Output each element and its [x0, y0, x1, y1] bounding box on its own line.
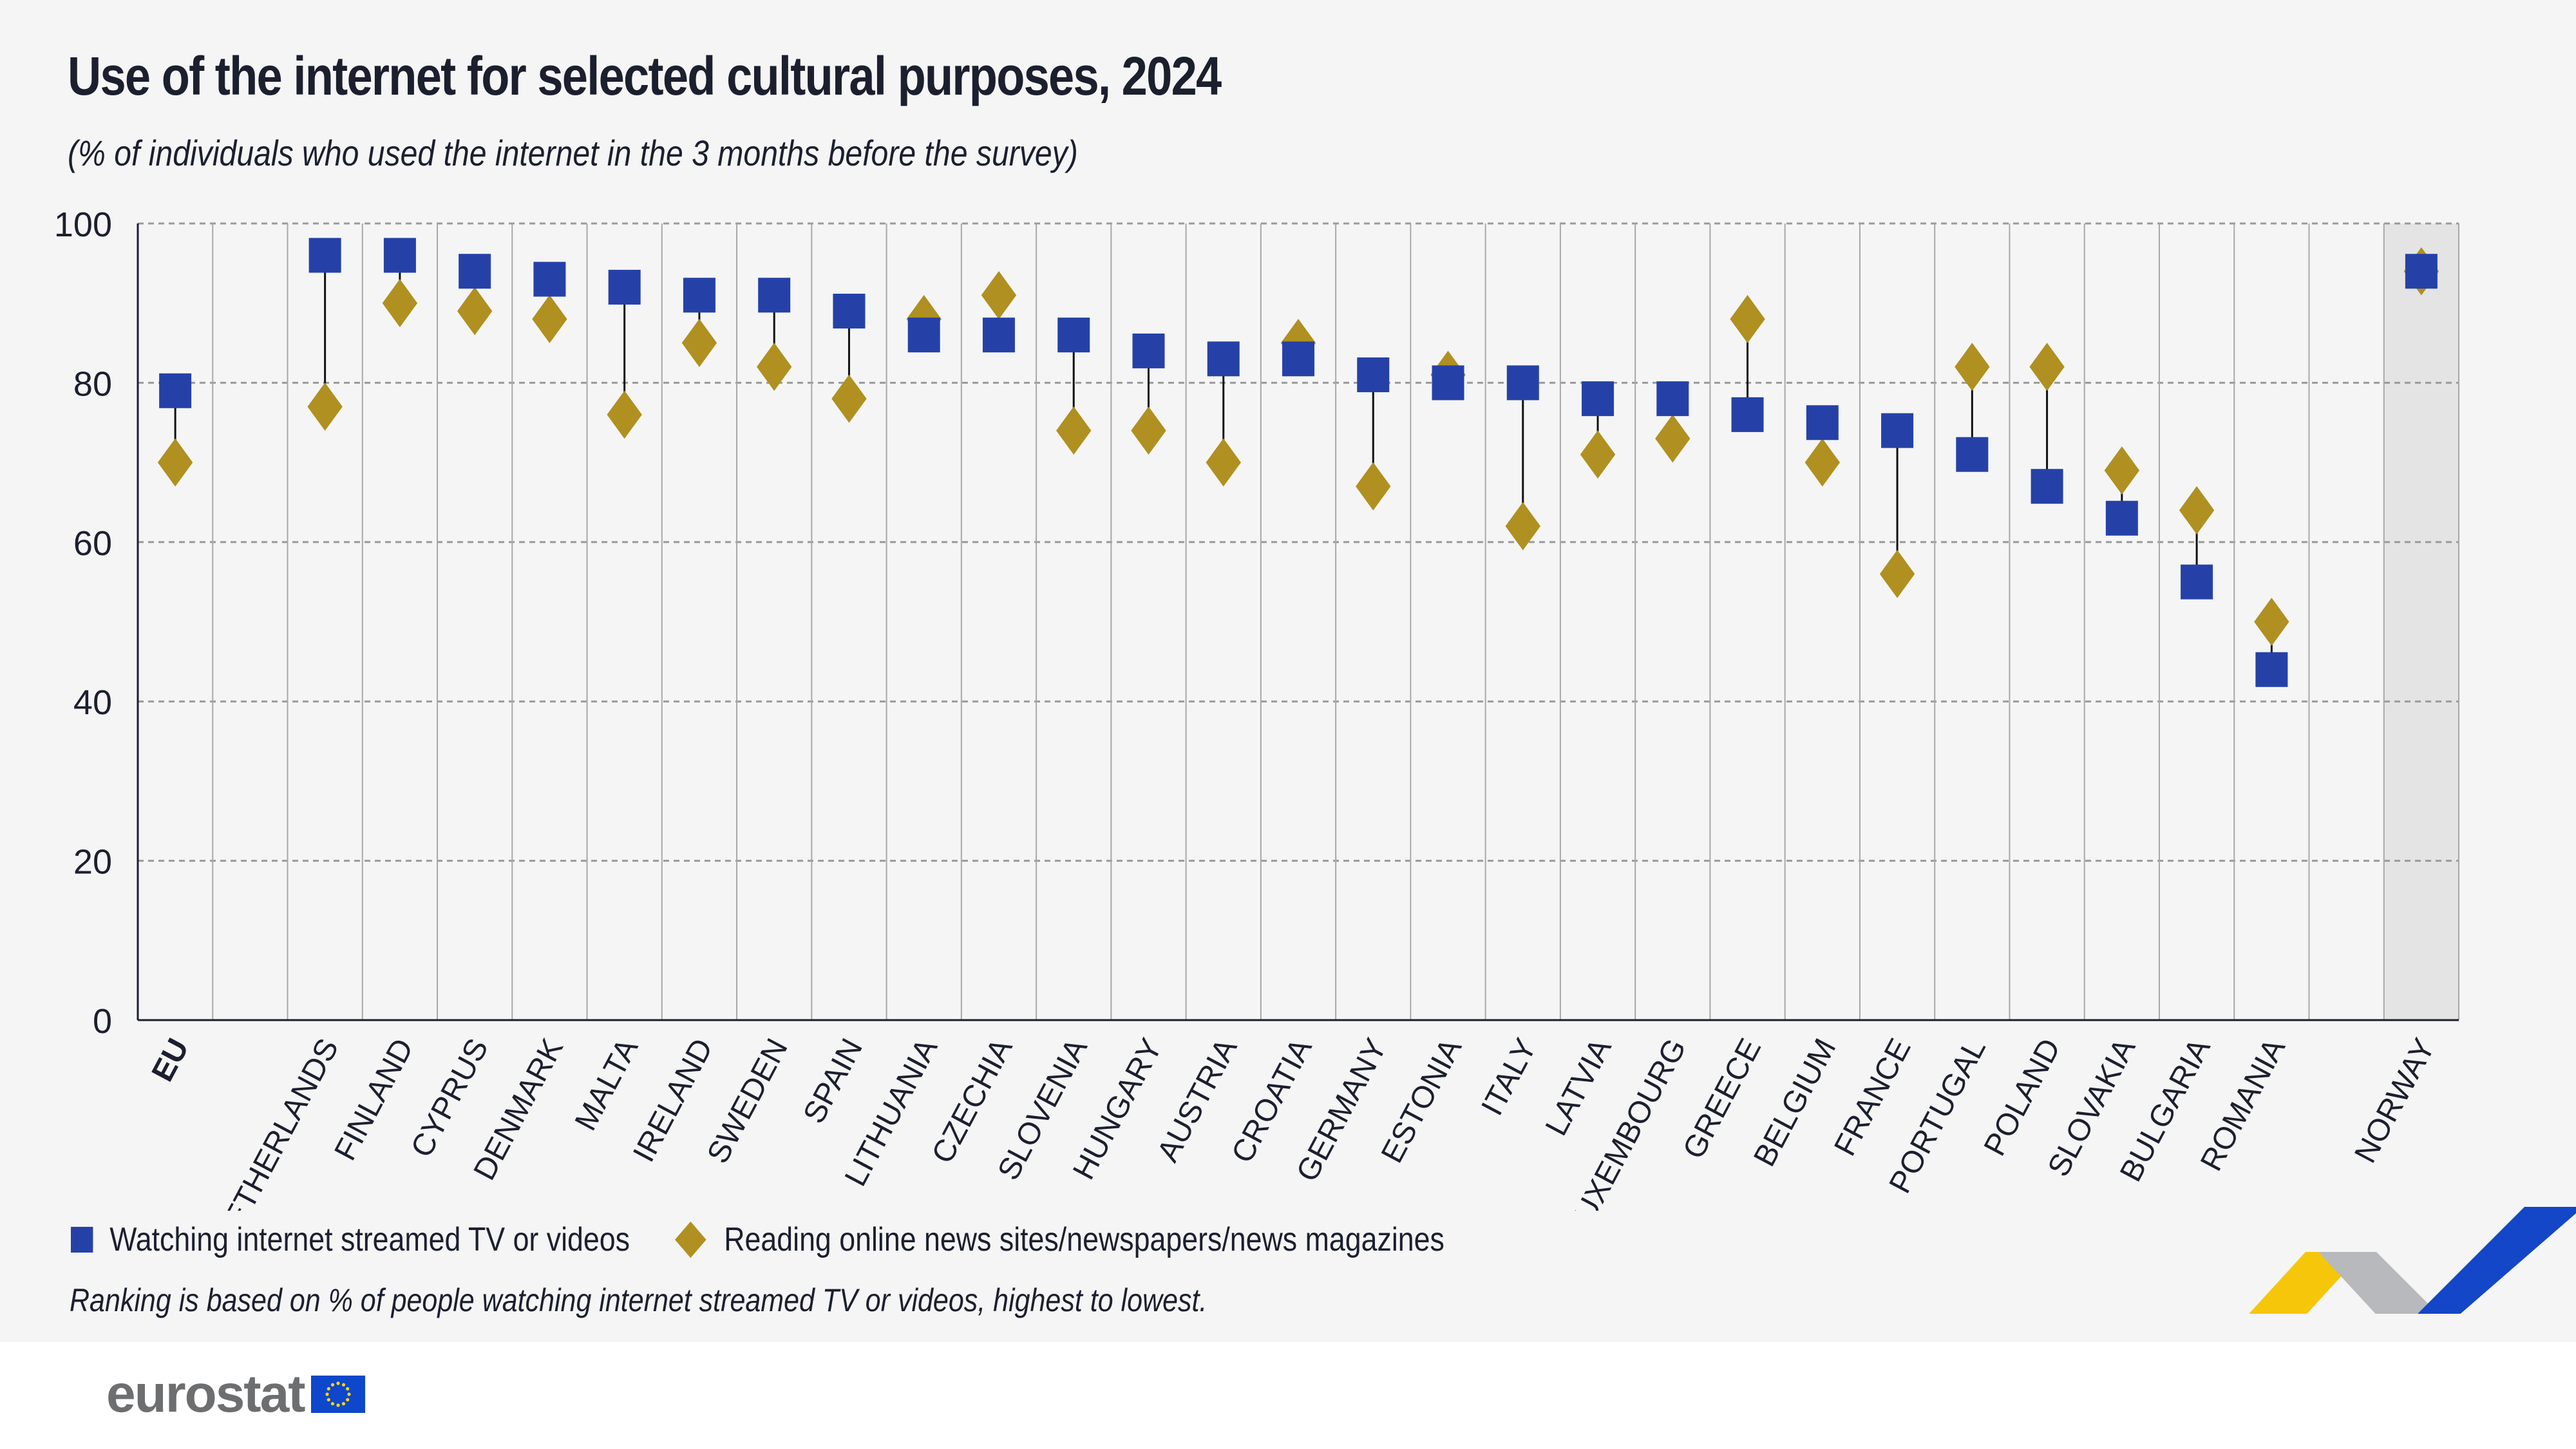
streaming-square-marker — [907, 317, 940, 353]
x-tick-label: MALTA — [569, 1033, 645, 1136]
news-diamond-marker — [1056, 406, 1092, 455]
streaming-square-marker — [459, 254, 491, 289]
news-diamond-marker — [2179, 486, 2215, 535]
news-diamond-marker — [756, 343, 792, 392]
streaming-square-marker — [608, 269, 641, 305]
x-tick-label: NETHERLANDS — [207, 1033, 346, 1211]
news-diamond-marker — [532, 295, 567, 343]
decorative-stripes — [2249, 1207, 2576, 1314]
legend: Watching internet streamed TV or videos … — [71, 1220, 1444, 1259]
streaming-square-marker — [1656, 381, 1689, 417]
streaming-square-marker — [1582, 381, 1615, 417]
streaming-square-marker — [833, 294, 866, 329]
news-diamond-marker — [1356, 462, 1391, 511]
streaming-square-marker — [1432, 365, 1464, 401]
streaming-square-marker — [2031, 469, 2063, 504]
news-diamond-marker — [1804, 438, 1841, 487]
ranking-note: Ranking is based on % of people watching… — [70, 1282, 1208, 1318]
streaming-square-marker — [758, 278, 791, 313]
news-diamond-marker — [2029, 343, 2065, 392]
news-diamond-marker — [1206, 438, 1241, 487]
highlight-band — [2383, 223, 2459, 1020]
streaming-square-marker — [982, 317, 1015, 353]
eurostat-logo: eurostat — [106, 1364, 365, 1425]
news-diamond-marker — [382, 279, 418, 328]
y-tick-label: 20 — [73, 843, 112, 882]
y-tick-label: 100 — [54, 205, 112, 244]
streaming-square-marker — [1207, 341, 1240, 377]
news-diamond-marker — [1505, 502, 1540, 551]
x-tick-label: EU — [146, 1033, 196, 1087]
legend-label-news: Reading online news sites/newspapers/new… — [724, 1221, 1444, 1258]
streaming-square-marker — [1357, 357, 1390, 393]
news-diamond-marker — [981, 270, 1017, 319]
x-tick-label: ITALY — [1475, 1033, 1543, 1121]
news-diamond-marker — [157, 438, 193, 487]
news-diamond-marker — [1131, 406, 1166, 455]
chart-title: Use of the internet for selected cultura… — [68, 46, 1222, 106]
streaming-square-marker — [1806, 405, 1839, 440]
news-diamond-marker — [457, 287, 493, 336]
news-diamond-marker — [1730, 295, 1765, 343]
news-diamond-marker — [307, 383, 343, 431]
eu-flag-icon — [310, 1376, 365, 1413]
news-diamond-marker — [2104, 446, 2140, 495]
news-diamond-marker — [1655, 414, 1690, 463]
x-tick-label: LATVIA — [1539, 1033, 1618, 1141]
chart-subtitle: (% of individuals who used the internet … — [68, 133, 1078, 173]
streaming-square-marker — [2181, 564, 2213, 600]
streaming-square-marker — [1506, 365, 1539, 401]
streaming-square-marker — [159, 373, 192, 408]
streaming-square-marker — [1881, 413, 1914, 448]
streaming-square-marker — [308, 238, 341, 273]
news-diamond-marker — [681, 319, 717, 367]
streaming-square-marker — [533, 261, 566, 297]
streaming-square-marker — [1057, 317, 1090, 353]
y-tick-label: 80 — [73, 365, 112, 403]
streaming-square-marker — [1282, 341, 1314, 377]
news-diamond-marker — [1955, 343, 1990, 392]
footer — [0, 1207, 2576, 1449]
news-diamond-marker — [831, 374, 867, 423]
legend-diamond-marker — [675, 1221, 706, 1258]
legend-label-streaming: Watching internet streamed TV or videos — [109, 1221, 630, 1258]
streaming-square-marker — [1132, 333, 1165, 368]
news-diamond-marker — [1879, 549, 1915, 598]
x-tick-label: NORWAY — [2348, 1033, 2441, 1168]
y-tick-label: 40 — [73, 683, 112, 722]
streaming-square-marker — [2405, 254, 2438, 289]
streaming-square-marker — [2255, 652, 2288, 687]
legend-square-marker — [71, 1227, 93, 1253]
y-tick-label: 60 — [73, 524, 112, 563]
streaming-square-marker — [2105, 500, 2138, 536]
streaming-square-marker — [1731, 397, 1764, 432]
x-tick-label: SPAIN — [797, 1033, 869, 1129]
streaming-square-marker — [1956, 437, 1989, 472]
streaming-square-marker — [683, 278, 715, 313]
news-diamond-marker — [1580, 430, 1616, 479]
streaming-square-marker — [383, 238, 416, 273]
y-tick-label: 0 — [93, 1002, 112, 1041]
news-diamond-marker — [607, 390, 642, 439]
news-diamond-marker — [2254, 598, 2289, 646]
logo-text: eurostat — [106, 1365, 306, 1423]
